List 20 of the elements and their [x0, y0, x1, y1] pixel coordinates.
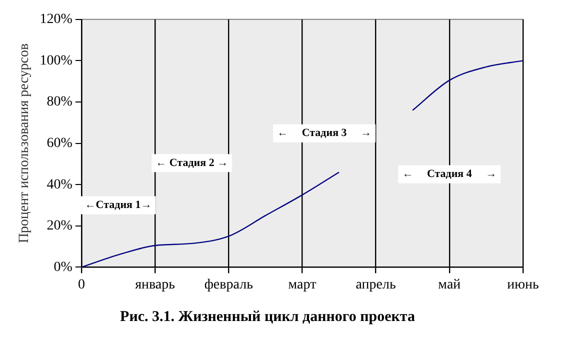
- annotation: ←Стадия 1→: [84, 199, 152, 212]
- y-tick-label: 40%: [46, 177, 73, 192]
- x-tick-label: июнь: [507, 277, 539, 292]
- x-tick-label: февраль: [204, 277, 253, 292]
- annotation: ← Стадия 2 →: [156, 156, 228, 169]
- y-axis-title: Процент использования ресурсов: [17, 43, 32, 244]
- x-tick-label: апрель: [356, 277, 396, 292]
- y-tick-label: 0%: [54, 260, 73, 275]
- y-tick-label: 100%: [40, 53, 73, 68]
- annotation: ← Стадия 4 →: [402, 168, 497, 180]
- y-tick-label: 80%: [46, 94, 73, 110]
- x-tick-label: январь: [135, 277, 176, 292]
- y-tick-label: 60%: [46, 136, 73, 151]
- x-tick-label: май: [438, 277, 462, 292]
- annotation: ← Стадия 3 →: [277, 127, 372, 140]
- text: Рис. 3.1. Жизненный цикл данного проекта: [120, 308, 416, 325]
- y-tick-label: 120%: [40, 12, 73, 28]
- y-tick-label: 20%: [46, 218, 73, 234]
- x-tick-label: 0: [78, 277, 85, 292]
- x-tick-label: март: [288, 277, 316, 292]
